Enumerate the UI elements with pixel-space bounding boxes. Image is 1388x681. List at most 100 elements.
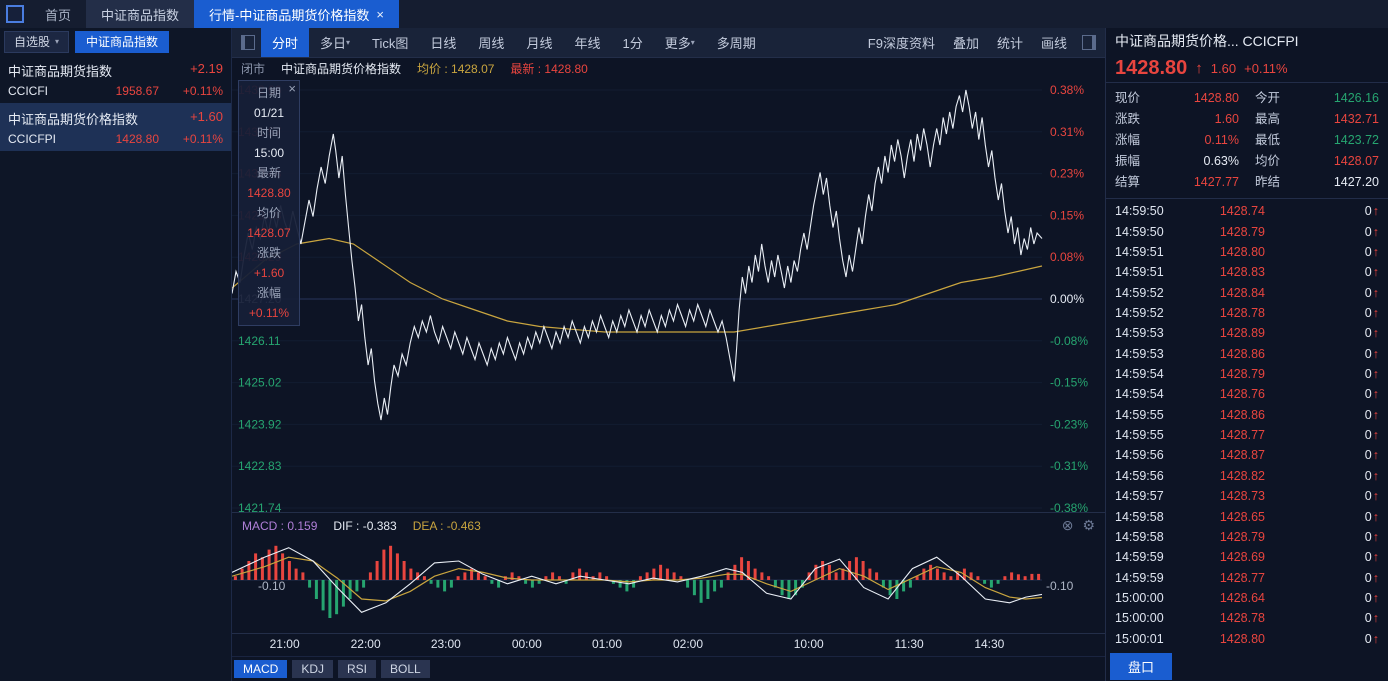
tick-volume: 0 (1364, 326, 1372, 341)
up-arrow-icon: ↑ (1372, 244, 1379, 259)
x-axis-time-label: 23:00 (430, 637, 461, 651)
tooltip-value: 1428.80 (247, 186, 291, 200)
watchlist-item[interactable]: 中证商品期货指数 +2.19 CCICFI 1958.67 +0.11% (0, 55, 231, 103)
macd-bar (888, 580, 892, 596)
indicator-tab-kdj[interactable]: KDJ (292, 660, 334, 678)
indicator-close-icon[interactable]: ⊗ (1061, 517, 1074, 533)
indicator-settings-icon[interactable]: ⚙ (1082, 517, 1095, 533)
toolbar-item[interactable]: 1分 (611, 28, 653, 57)
indicator-tab-boll[interactable]: BOLL (381, 660, 430, 678)
toolbar-item[interactable]: 多周期 (706, 28, 767, 57)
tick-time: 14:59:56 (1115, 448, 1164, 463)
y-axis-percent-label: 0.15% (1050, 208, 1084, 222)
macd-bar (362, 580, 366, 588)
macd-bar (436, 580, 440, 588)
tick-volume: 0 (1364, 244, 1372, 259)
layout-toggle-icon[interactable] (235, 28, 261, 57)
macd-bar (699, 580, 703, 603)
macd-bar (814, 564, 818, 580)
macd-bar (956, 572, 960, 580)
y-axis-percent-label: 0.38% (1050, 83, 1084, 97)
tick-row: 14:59:51 1428.83 0 ↑ (1115, 262, 1379, 282)
toolbar-item[interactable]: 叠加 (952, 36, 979, 51)
stat-value: 0.63% (1203, 154, 1239, 168)
up-arrow-icon: ↑ (1372, 346, 1379, 361)
macd-bar (524, 580, 528, 584)
toolbar-item[interactable]: 年线 (563, 28, 611, 57)
macd-bar (1016, 574, 1020, 580)
toolbar-item[interactable]: 周线 (467, 28, 515, 57)
top-tab[interactable]: 首页 (30, 0, 86, 28)
stat-value: 1427.20 (1333, 175, 1379, 189)
toolbar-item[interactable]: Tick图 (361, 28, 419, 57)
tick-time: 14:59:52 (1115, 285, 1164, 300)
top-tab[interactable]: 行情-中证商品期货价格指数 × (194, 0, 399, 28)
toolbar-item[interactable]: 画线 (1040, 36, 1067, 51)
tick-time: 14:59:56 (1115, 468, 1164, 483)
macd-bar (794, 580, 798, 596)
tick-price: 1428.79 (1219, 224, 1265, 239)
toolbar-item[interactable]: 统计 (996, 36, 1023, 51)
indicator-tab-macd[interactable]: MACD (234, 660, 288, 678)
macd-bar (733, 564, 737, 580)
tool-buttons: F9深度资料 叠加 统计 画线 (859, 28, 1076, 57)
tooltip-close-icon[interactable]: × (288, 81, 296, 96)
watchlist-group-button[interactable]: 中证商品指数 (75, 30, 170, 53)
macd-bar (746, 561, 750, 580)
order-book-button[interactable]: 盘口 (1110, 652, 1173, 680)
last-price: 1428.80 (1115, 56, 1188, 79)
macd-bar (861, 561, 865, 580)
tick-volume: 0 (1364, 468, 1372, 483)
toolbar-item[interactable]: 更多 ▾ (654, 28, 706, 57)
toolbar-item[interactable]: 多日 ▾ (309, 28, 361, 57)
stat-label: 振幅 (1115, 154, 1141, 168)
toolbar-item[interactable]: 月线 (515, 28, 563, 57)
up-arrow-icon: ↑ (1372, 468, 1379, 483)
macd-bar (780, 580, 784, 596)
tick-volume: 0 (1364, 285, 1372, 300)
stat-label: 最高 (1255, 112, 1281, 126)
macd-bar (942, 572, 946, 580)
watchlist-group-dropdown[interactable]: 自选股 ▾ (4, 30, 70, 53)
macd-bar (598, 572, 602, 580)
indicator-tab-bar: MACD KDJ RSI BOLL (232, 656, 1105, 681)
tick-volume: 0 (1364, 448, 1372, 463)
x-axis-time-label: 22:00 (350, 637, 381, 651)
y-axis-percent-label: 0.23% (1050, 167, 1084, 181)
indicator-tab-rsi[interactable]: RSI (338, 660, 377, 678)
macd-chart[interactable]: -0.10 -0.10 (231, 538, 1105, 633)
tick-volume: 0 (1364, 204, 1372, 219)
last-price-label: 最新 : 1428.80 (510, 62, 588, 76)
macd-bar (935, 568, 939, 580)
toolbar-label: 多日 (320, 36, 347, 51)
top-tab[interactable]: 中证商品指数 (86, 0, 195, 28)
watchlist-panel: 自选股 ▾ 中证商品指数 中证商品期货指数 +2.19 CCICFI 1958.67 +… (0, 28, 232, 681)
macd-bar (416, 572, 420, 580)
toolbar-item[interactable]: 日线 (419, 28, 467, 57)
toolbar-item[interactable]: F9深度资料 (867, 36, 935, 51)
stat-cell: 涨幅 0.11% (1115, 130, 1239, 151)
watchlist-item[interactable]: 中证商品期货价格指数 +1.60 CCICFPI 1428.80 +0.11% (0, 103, 231, 151)
macd-bar (247, 561, 251, 580)
y-axis-percent-label: 0.08% (1050, 250, 1084, 264)
y-axis-price-label: 1426.11 (238, 334, 281, 348)
stat-label: 现价 (1115, 91, 1141, 105)
macd-bar (625, 580, 629, 592)
macd-bar (287, 561, 291, 580)
intraday-price-chart[interactable]: 1432.661431.571430.481429.381428.291427.… (232, 79, 1105, 515)
up-arrow-icon: ↑ (1195, 59, 1203, 77)
tab-label: 中证商品指数 (101, 7, 180, 23)
macd-bar (686, 580, 690, 588)
tick-volume: 0 (1364, 509, 1372, 524)
macd-bar (483, 576, 487, 580)
macd-value: MACD : 0.159 (242, 518, 318, 533)
tab-close-icon[interactable]: × (376, 6, 384, 22)
toolbar-item[interactable]: 分时 (261, 28, 310, 57)
macd-bar (510, 572, 514, 580)
quote-panel: 中证商品期货价格... CCICFPI 1428.80 ↑ 1.60 +0.11… (1105, 28, 1388, 681)
macd-bar (868, 568, 872, 580)
panel-expand-icon[interactable] (1076, 28, 1102, 57)
toolbar-label: 周线 (478, 36, 505, 51)
tooltip-value: +1.60 (253, 266, 285, 280)
tick-volume: 0 (1364, 529, 1372, 544)
